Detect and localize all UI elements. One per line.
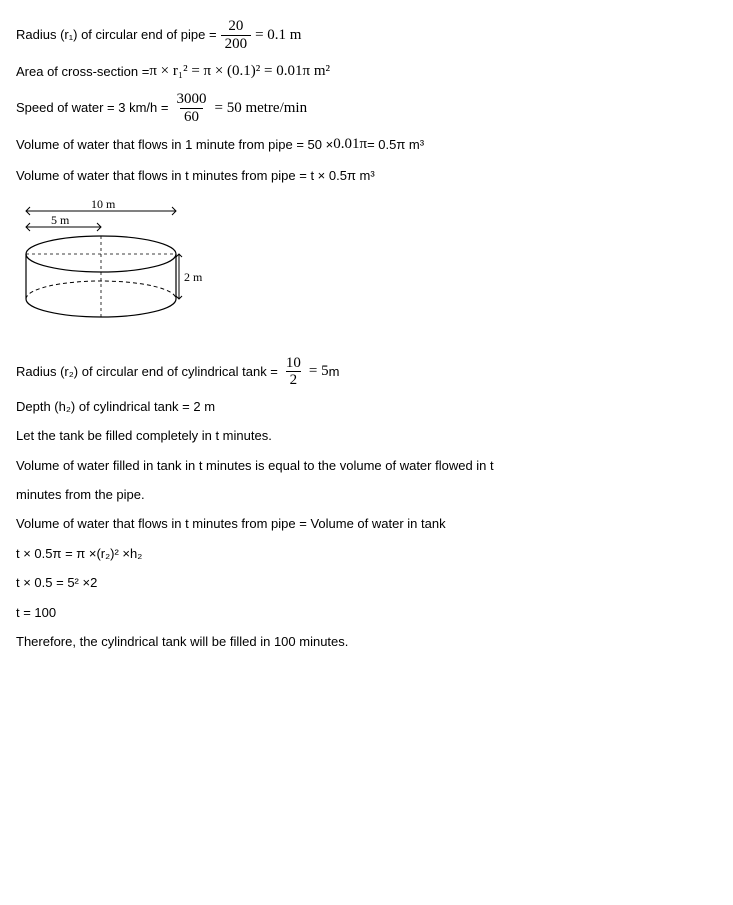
numerator: 20 — [224, 18, 247, 35]
text: Volume of water filled in tank in t minu… — [16, 454, 494, 477]
width-label: 10 m — [91, 199, 116, 211]
line-radius-pipe: Radius (r₁) of circular end of pipe = 20… — [16, 18, 717, 52]
text: Volume of water that flows in t minutes … — [16, 164, 375, 187]
math: π × r₁² = π × (0.1)² = 0.01π m² — [149, 58, 330, 85]
line-vol-filled-a: Volume of water filled in tank in t minu… — [16, 454, 717, 477]
rhs: = 50 metre/min — [214, 95, 307, 122]
line-depth: Depth (h₂) of cylindrical tank = 2 m — [16, 395, 717, 418]
text: minutes from the pipe. — [16, 483, 145, 506]
rhs: = 0.1 m — [255, 22, 301, 49]
line-vol-1min: Volume of water that flows in 1 minute f… — [16, 131, 717, 158]
height-label: 2 m — [184, 270, 203, 284]
text: Therefore, the cylindrical tank will be … — [16, 630, 348, 653]
text: t = 100 — [16, 601, 56, 624]
fraction: 3000 60 — [172, 91, 210, 125]
line-radius-tank: Radius (r₂) of circular end of cylindric… — [16, 355, 717, 389]
text: Volume of water that flows in 1 minute f… — [16, 133, 333, 156]
text: = 0.5π m³ — [367, 133, 424, 156]
text: t × 0.5 = 5² ×2 — [16, 571, 97, 594]
cylinder-svg: 10 m 5 m 2 m — [16, 199, 206, 329]
fraction: 20 200 — [221, 18, 252, 52]
cylinder-diagram: 10 m 5 m 2 m — [16, 199, 717, 336]
line-eq2: t × 0.5 = 5² ×2 — [16, 571, 717, 594]
fraction: 10 2 — [282, 355, 305, 389]
text: Depth (h₂) of cylindrical tank = 2 m — [16, 395, 215, 418]
line-eq-statement: Volume of water that flows in t minutes … — [16, 512, 717, 535]
line-let: Let the tank be filled completely in t m… — [16, 424, 717, 447]
line-speed: Speed of water = 3 km/h = 3000 60 = 50 m… — [16, 91, 717, 125]
line-conclusion: Therefore, the cylindrical tank will be … — [16, 630, 717, 653]
text: Radius (r₁) of circular end of pipe = — [16, 23, 217, 46]
denominator: 200 — [221, 35, 252, 53]
unit: m — [329, 360, 340, 383]
line-area: Area of cross-section = π × r₁² = π × (0… — [16, 58, 717, 85]
text: Radius (r₂) of circular end of cylindric… — [16, 360, 278, 383]
rhs: = 5 — [309, 358, 329, 385]
line-vol-filled-b: minutes from the pipe. — [16, 483, 717, 506]
numerator: 10 — [282, 355, 305, 372]
denominator: 2 — [286, 371, 302, 389]
line-eq1: t × 0.5π = π ×(r₂)² ×h₂ — [16, 542, 717, 565]
math: 0.01π — [333, 131, 367, 158]
numerator: 3000 — [172, 91, 210, 108]
text: Let the tank be filled completely in t m… — [16, 424, 272, 447]
radius-label: 5 m — [51, 213, 70, 227]
denominator: 60 — [180, 108, 203, 126]
text: t × 0.5π = π ×(r₂)² ×h₂ — [16, 542, 142, 565]
line-eq3: t = 100 — [16, 601, 717, 624]
text: Volume of water that flows in t minutes … — [16, 512, 446, 535]
text: Speed of water = 3 km/h = — [16, 96, 168, 119]
line-vol-tmin: Volume of water that flows in t minutes … — [16, 164, 717, 187]
text: Area of cross-section = — [16, 60, 149, 83]
